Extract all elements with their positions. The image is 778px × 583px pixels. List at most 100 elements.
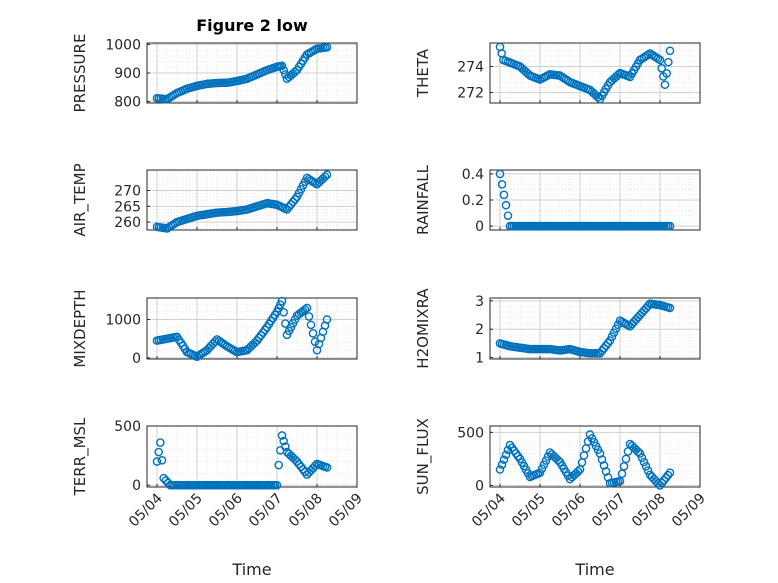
data-point	[277, 431, 287, 440]
subplot-2: 272 274 THETA	[414, 42, 701, 104]
axes-border	[489, 42, 701, 104]
axes-border	[489, 297, 701, 360]
subplot-8: 0 500 05/04 05/05 05/06 05/07 05/08 05/09 SUN_FL…	[414, 418, 709, 530]
data-point	[306, 320, 316, 330]
data-point	[322, 463, 332, 472]
y-tick-label: 272	[457, 86, 484, 102]
data-point	[665, 221, 675, 231]
y-axis-label: AIR_TEMP	[71, 163, 90, 236]
data-point	[320, 172, 330, 181]
data-point	[613, 70, 623, 80]
data-point	[152, 457, 162, 466]
data-point	[619, 462, 629, 471]
data-point	[617, 469, 627, 479]
y-axis-label: MIXDEPTH	[71, 289, 89, 367]
y-tick-label: 500	[114, 419, 141, 435]
axes-border	[146, 42, 358, 104]
y-axis-label: H2OMIXRA	[414, 288, 432, 369]
x-axis-label-left: Time	[231, 560, 271, 579]
subplot-7: 0 500 05/04 05/05 05/06 05/07 05/08 05/09 TERR_M…	[71, 417, 366, 530]
y-tick-label: 274	[457, 59, 484, 75]
x-tick-label: 05/05	[509, 491, 549, 531]
data-point	[662, 69, 671, 78]
x-tick-label: 05/09	[669, 491, 709, 531]
figure-title: Figure 2 low	[196, 16, 308, 35]
data-point	[304, 312, 314, 321]
data-point	[272, 480, 282, 490]
x-tick-label: 05/05	[166, 491, 206, 531]
y-tick-label: 260	[114, 215, 141, 231]
x-tick-label: 05/08	[286, 491, 326, 531]
y-tick-label: 270	[114, 184, 141, 200]
data-point	[643, 466, 653, 475]
y-tick-label: 500	[457, 425, 484, 441]
data-point	[499, 190, 509, 200]
y-tick-label: 0	[132, 351, 141, 367]
data-point	[310, 461, 320, 471]
x-tick-label: 05/07	[589, 491, 629, 531]
data-point	[633, 447, 643, 456]
y-tick-label: 1000	[105, 37, 141, 53]
y-tick-label: 800	[114, 95, 141, 111]
y-tick-label: 0	[475, 219, 484, 235]
data-point	[210, 337, 220, 346]
data-point	[639, 457, 649, 467]
x-tick-label: 05/06	[206, 490, 246, 530]
axes-border	[146, 297, 358, 360]
plot-area	[146, 425, 358, 488]
data-point	[615, 476, 625, 486]
data-point	[281, 442, 290, 451]
data-point	[623, 447, 633, 456]
data-point	[641, 462, 651, 471]
x-axis-label-right: Time	[574, 560, 614, 579]
y-tick-label: 0	[475, 478, 484, 494]
x-tick-label: 05/08	[629, 491, 669, 531]
data-point	[653, 54, 663, 63]
data-point	[290, 195, 300, 204]
data-point	[635, 449, 645, 458]
data-point	[279, 65, 288, 75]
data-point	[279, 308, 288, 317]
x-tick-label: 05/07	[246, 491, 286, 531]
axes-border	[146, 169, 358, 231]
data-point	[657, 63, 666, 73]
y-tick-label: 1000	[105, 312, 141, 328]
x-tick-label: 05/09	[326, 491, 366, 531]
y-axis-label: PRESSURE	[71, 34, 89, 113]
data-point	[279, 436, 288, 446]
data-point	[535, 468, 545, 477]
y-axis-label: THETA	[414, 48, 432, 98]
y-tick-label: 3	[475, 294, 484, 310]
data-point	[501, 200, 511, 210]
data-point	[322, 42, 332, 52]
data-point	[501, 450, 511, 460]
data-point	[643, 301, 653, 311]
y-axis-label: SUN_FLUX	[414, 418, 433, 495]
subplot-1: 800 900 1000 PRESSURE	[71, 34, 358, 113]
y-axis-label: TERR_MSL	[71, 417, 90, 496]
data-point	[665, 303, 675, 313]
data-point	[302, 303, 312, 313]
data-point	[154, 447, 163, 457]
data-point	[643, 50, 653, 60]
data-point	[497, 180, 507, 189]
y-tick-label: 2	[475, 322, 484, 338]
data-point	[655, 55, 665, 65]
y-axis-label: RAINFALL	[414, 164, 432, 235]
data-point	[159, 473, 168, 483]
y-tick-label: 0.2	[462, 193, 484, 209]
data-point	[499, 455, 509, 465]
data-point	[495, 169, 505, 179]
subplot-5: 0 1000 MIXDEPTH	[71, 289, 358, 368]
data-point	[308, 328, 318, 338]
data-point	[541, 456, 551, 465]
data-point	[593, 92, 603, 102]
y-tick-label: 0	[132, 478, 141, 494]
data-point	[503, 211, 513, 220]
data-point	[495, 465, 505, 474]
subplot-6: 1 2 3 H2OMIXRA	[414, 288, 701, 369]
y-tick-label: 900	[114, 66, 141, 82]
